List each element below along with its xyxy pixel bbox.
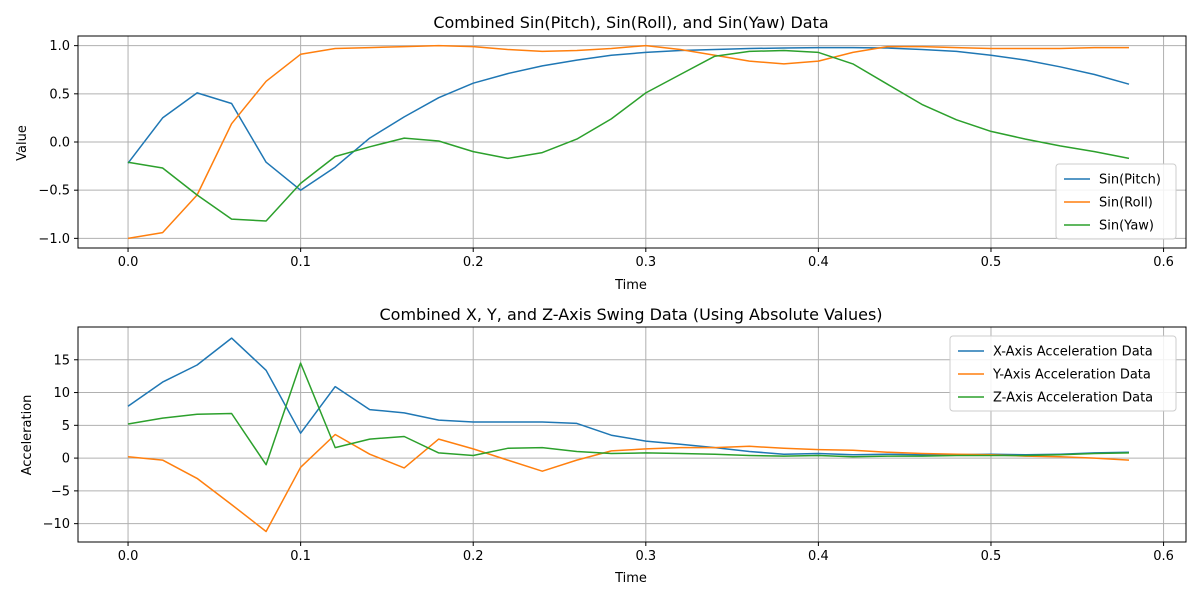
legend-label: Sin(Roll) (1099, 196, 1153, 211)
chart-title: Combined X, Y, and Z-Axis Swing Data (Us… (379, 305, 882, 324)
series-line (127, 433, 1130, 533)
x-tick-label: 0.5 (981, 549, 1002, 564)
grid (78, 36, 1186, 248)
x-tick-label: 0.3 (635, 255, 656, 270)
y-tick-label: −1.0 (38, 232, 70, 247)
chart-title: Combined Sin(Pitch), Sin(Roll), and Sin(… (433, 13, 828, 32)
x-axis-label: Time (614, 571, 647, 586)
series-lines (127, 44, 1130, 240)
legend-label: Sin(Yaw) (1099, 219, 1154, 234)
xyz-acceleration-subplot: Combined X, Y, and Z-Axis Swing Data (Us… (20, 305, 1187, 586)
y-tick-label: 5 (62, 419, 70, 434)
legend-label: Y-Axis Acceleration Data (992, 368, 1151, 383)
x-tick-label: 0.2 (463, 549, 484, 564)
x-tick-label: 0.6 (1153, 255, 1174, 270)
y-tick-label: 1.0 (49, 39, 70, 54)
legend-label: Z-Axis Acceleration Data (993, 391, 1153, 406)
ticks: 0.0 0.1 0.2 0.3 0.4 0.5 0.6 −1.0 −0.5 0.0 0.5 1.0 (38, 39, 1173, 270)
series-line (127, 49, 1130, 222)
y-tick-label: 0.5 (49, 87, 70, 102)
legend-label: Sin(Pitch) (1099, 173, 1161, 188)
x-tick-label: 0.4 (808, 255, 829, 270)
x-tick-label: 0.4 (808, 549, 829, 564)
plot-frame (77, 326, 1187, 543)
x-tick-label: 0.0 (118, 255, 139, 270)
y-tick-label: 10 (53, 386, 70, 401)
x-axis-label: Time (614, 278, 647, 293)
y-tick-label: 15 (53, 353, 70, 368)
y-tick-label: −5 (51, 484, 70, 499)
series-line (127, 362, 1130, 466)
x-tick-label: 0.6 (1153, 549, 1174, 564)
y-tick-label: −10 (43, 517, 70, 532)
y-tick-label: 0 (62, 452, 70, 467)
series-lines (127, 337, 1130, 533)
x-tick-label: 0.3 (635, 549, 656, 564)
y-axis-label: Value (15, 125, 30, 161)
x-tick-label: 0.1 (290, 255, 311, 270)
legend-box (949, 335, 1177, 412)
x-tick-label: 0.2 (463, 255, 484, 270)
legend: X-Axis Acceleration Data Y-Axis Accelerat… (949, 335, 1177, 412)
ticks: 0.0 0.1 0.2 0.3 0.4 0.5 0.6 −10 −5 0 5 10 15 (43, 353, 1174, 564)
y-tick-label: 0.0 (49, 136, 70, 151)
legend-label: X-Axis Acceleration Data (993, 345, 1153, 360)
legend: Sin(Pitch) Sin(Roll) Sin(Yaw) (1055, 163, 1177, 240)
x-tick-label: 0.5 (981, 255, 1002, 270)
series-line (127, 46, 1130, 191)
legend-box (1055, 163, 1177, 240)
pitch-roll-yaw-subplot: Combined Sin(Pitch), Sin(Roll), and Sin(… (15, 13, 1187, 293)
y-axis-label: Acceleration (20, 395, 35, 476)
x-tick-label: 0.1 (290, 549, 311, 564)
x-tick-label: 0.0 (118, 549, 139, 564)
y-tick-label: −0.5 (38, 184, 70, 199)
series-line (127, 44, 1129, 240)
